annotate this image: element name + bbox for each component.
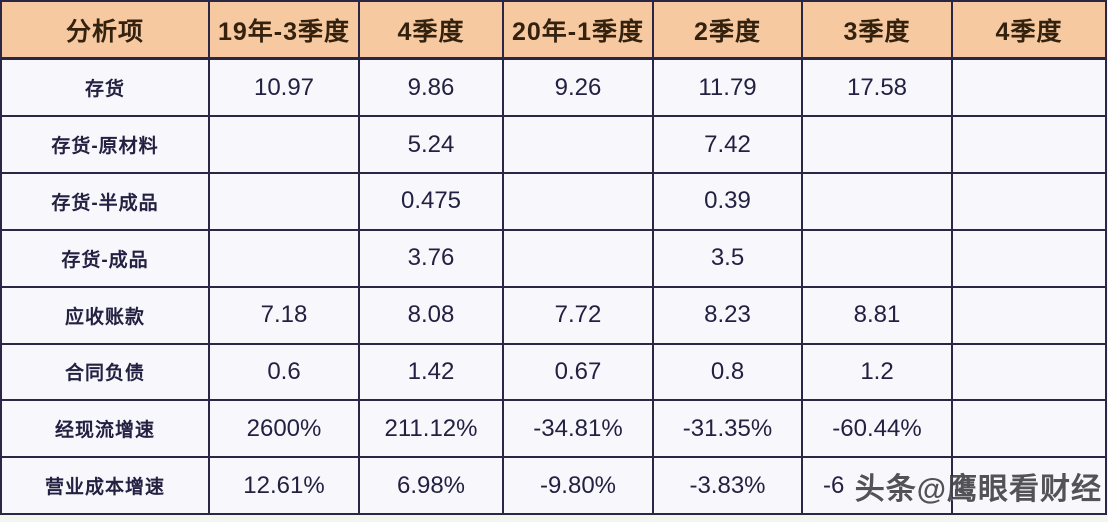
- cell-value: 17.58: [801, 57, 953, 118]
- row-label: 合同负债: [0, 342, 210, 402]
- cell-value: 9.86: [358, 57, 504, 118]
- table-row: 经现流增速 2600% 211.12% -34.81% -31.35% -60.44%: [0, 399, 1107, 459]
- table-row: 存货-原材料 5.24 7.42: [0, 115, 1107, 175]
- cell-value: 6.98%: [358, 456, 504, 515]
- quarter-column-header: 2季度: [652, 0, 803, 60]
- cell-value: [951, 456, 1107, 515]
- cell-value: 1.2: [801, 342, 953, 402]
- cell-value: [951, 285, 1107, 345]
- row-label: 经现流增速: [0, 399, 210, 459]
- cell-value: -3.83%: [652, 456, 803, 515]
- cell-value: 7.42: [652, 115, 803, 175]
- row-label: 存货: [0, 57, 210, 118]
- quarter-column-header: 19年-3季度: [208, 0, 360, 60]
- cell-value: 12.61%: [208, 456, 360, 515]
- cell-value: 7.18: [208, 285, 360, 345]
- cell-value: 11.79: [652, 57, 803, 118]
- cell-value: 0.8: [652, 342, 803, 402]
- analysis-item-column-header: 分析项: [0, 0, 210, 60]
- row-label: 应收账款: [0, 285, 210, 345]
- cell-value: [502, 172, 654, 231]
- quarter-column-header: 4季度: [951, 0, 1107, 60]
- table-row: 存货-成品 3.76 3.5: [0, 228, 1107, 288]
- table-row: 应收账款 7.18 8.08 7.72 8.23 8.81: [0, 285, 1107, 345]
- cell-value: 0.6: [208, 342, 360, 402]
- cell-value: 9.26: [502, 57, 654, 118]
- quarter-column-header: 20年-1季度: [502, 0, 654, 60]
- table-row: 合同负债 0.6 1.42 0.67 0.8 1.2: [0, 342, 1107, 402]
- cell-value: [801, 172, 953, 231]
- cell-value: [502, 228, 654, 288]
- cell-value: 2600%: [208, 399, 360, 459]
- cell-value: [951, 399, 1107, 459]
- cell-value: [208, 172, 360, 231]
- row-label: 存货-半成品: [0, 172, 210, 231]
- table-row: 存货 10.97 9.86 9.26 11.79 17.58: [0, 57, 1107, 118]
- quarter-column-header: 3季度: [801, 0, 953, 60]
- cell-value: 0.67: [502, 342, 654, 402]
- table-header-row: 分析项 19年-3季度 4季度 20年-1季度 2季度 3季度 4季度: [0, 0, 1107, 60]
- table-row: 营业成本增速 12.61% 6.98% -9.80% -3.83% -6: [0, 456, 1107, 515]
- cell-value: 1.42: [358, 342, 504, 402]
- cell-value: 3.76: [358, 228, 504, 288]
- cell-value: [951, 172, 1107, 231]
- cell-value: -31.35%: [652, 399, 803, 459]
- cell-value: [208, 115, 360, 175]
- cell-value: 8.23: [652, 285, 803, 345]
- cell-value: [951, 228, 1107, 288]
- cell-value: 10.97: [208, 57, 360, 118]
- cell-value: 0.475: [358, 172, 504, 231]
- cell-value: 8.08: [358, 285, 504, 345]
- cell-value: [801, 228, 953, 288]
- cell-value: 3.5: [652, 228, 803, 288]
- cell-value: 5.24: [358, 115, 504, 175]
- row-label: 存货-原材料: [0, 115, 210, 175]
- row-label: 存货-成品: [0, 228, 210, 288]
- cell-value: -9.80%: [502, 456, 654, 515]
- cell-value: 211.12%: [358, 399, 504, 459]
- cell-value: [951, 57, 1107, 118]
- cell-value: [208, 228, 360, 288]
- cell-value: 7.72: [502, 285, 654, 345]
- cell-value: -6: [801, 456, 953, 515]
- cell-value: -60.44%: [801, 399, 953, 459]
- cell-value: [502, 115, 654, 175]
- row-label: 营业成本增速: [0, 456, 210, 515]
- cell-value: [801, 115, 953, 175]
- cell-value: [951, 115, 1107, 175]
- quarter-column-header: 4季度: [358, 0, 504, 60]
- cell-value: -34.81%: [502, 399, 654, 459]
- cell-value: 0.39: [652, 172, 803, 231]
- cell-value: 8.81: [801, 285, 953, 345]
- cell-value: [951, 342, 1107, 402]
- table-row: 存货-半成品 0.475 0.39: [0, 172, 1107, 231]
